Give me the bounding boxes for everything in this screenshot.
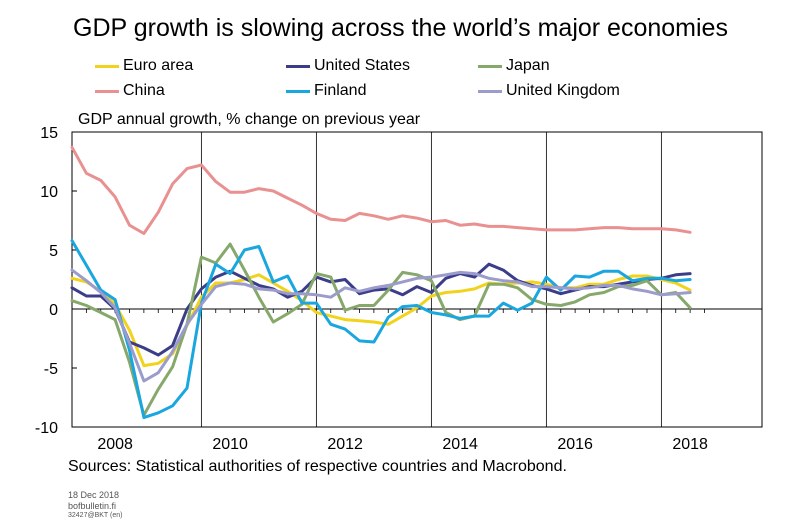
legend-label-finland: Finland bbox=[314, 82, 367, 99]
site-name: bofbulletin.fi bbox=[68, 501, 117, 511]
y-tick-label-0: 0 bbox=[49, 302, 58, 319]
sources-note: Sources: Statistical authorities of resp… bbox=[68, 458, 567, 475]
series-line-finland bbox=[70, 239, 692, 420]
y-axis-label: GDP annual growth, % change on previous … bbox=[78, 111, 421, 128]
chart-code: 32427@BKT (en) bbox=[68, 512, 123, 519]
legend-item-finland: Finland bbox=[286, 82, 366, 100]
legend-label-united-kingdom: United Kingdom bbox=[506, 82, 620, 99]
legend-item-japan: Japan bbox=[478, 57, 550, 75]
legend-item-china: China bbox=[95, 82, 165, 100]
x-tick-label-2018: 2018 bbox=[672, 436, 708, 453]
legend-item-united-states: United States bbox=[286, 57, 410, 75]
legend-swatch-finland bbox=[286, 89, 310, 93]
legend-item-united-kingdom: United Kingdom bbox=[478, 82, 620, 100]
series-line-japan bbox=[70, 242, 692, 417]
x-tick-label-2014: 2014 bbox=[442, 436, 478, 453]
y-tick-label-15: 15 bbox=[40, 125, 58, 142]
y-tick-label--10: -10 bbox=[35, 420, 58, 437]
y-tick-label-5: 5 bbox=[49, 243, 58, 260]
legend-swatch-japan bbox=[478, 64, 502, 68]
legend-swatch-euro-area bbox=[95, 64, 119, 68]
x-tick-label-2008: 2008 bbox=[97, 436, 133, 453]
chart-title: GDP growth is slowing across the world’s… bbox=[73, 14, 728, 42]
legend-swatch-united-kingdom bbox=[478, 89, 502, 93]
series-line-china bbox=[70, 145, 692, 235]
legend-label-united-states: United States bbox=[314, 57, 411, 74]
legend-item-euro-area: Euro area bbox=[95, 57, 193, 75]
x-tick-label-2016: 2016 bbox=[557, 436, 593, 453]
legend-swatch-united-states bbox=[286, 64, 310, 68]
series-line-united-kingdom bbox=[70, 268, 692, 383]
legend-label-euro-area: Euro area bbox=[123, 57, 194, 74]
y-tick-label--5: -5 bbox=[44, 361, 58, 378]
series-line-united-states bbox=[70, 262, 692, 357]
x-tick-label-2012: 2012 bbox=[327, 436, 363, 453]
legend-swatch-china bbox=[95, 89, 119, 93]
publish-date: 18 Dec 2018 bbox=[68, 490, 120, 500]
y-tick-label-10: 10 bbox=[40, 184, 58, 201]
legend-label-china: China bbox=[123, 82, 165, 99]
x-tick-label-2010: 2010 bbox=[212, 436, 248, 453]
legend-label-japan: Japan bbox=[506, 57, 550, 74]
